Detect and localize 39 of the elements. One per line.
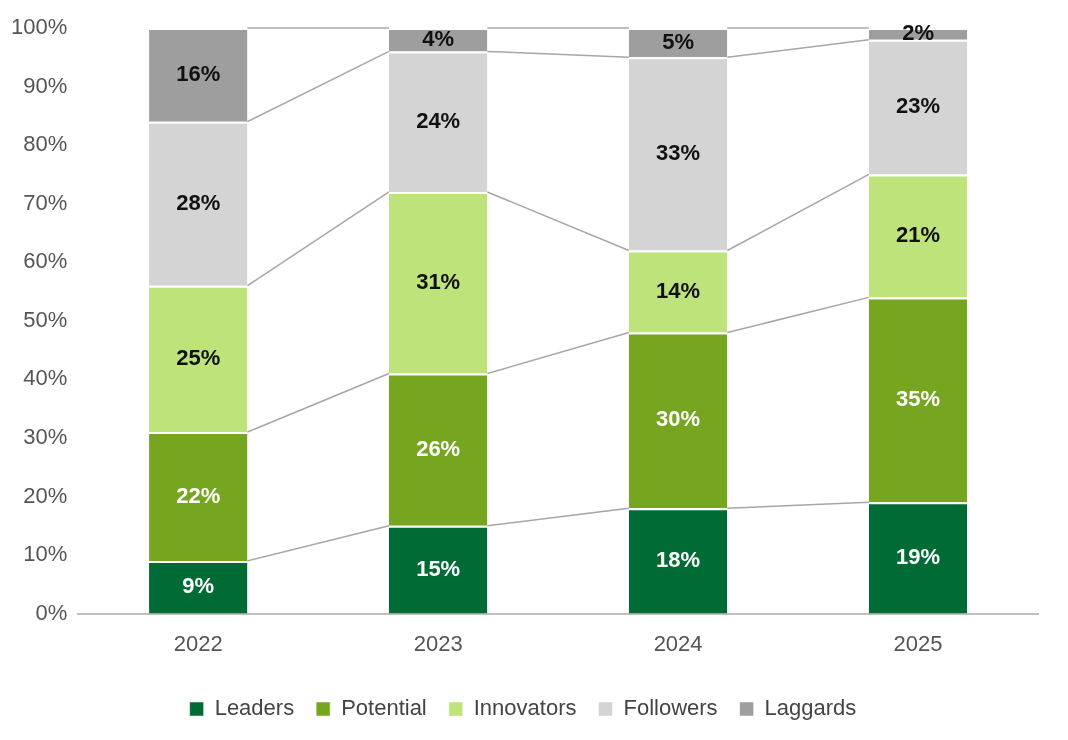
data-label: 14% <box>656 277 701 303</box>
y-tick-label: 20% <box>23 482 68 508</box>
data-label: 30% <box>656 406 701 432</box>
data-label: 21% <box>896 221 941 247</box>
legend-label: Laggards <box>764 695 857 721</box>
data-label: 26% <box>416 435 461 461</box>
y-tick-label: 0% <box>35 599 68 625</box>
data-label: 23% <box>896 93 941 119</box>
data-label: 15% <box>416 555 461 581</box>
x-tick-label: 2025 <box>893 630 943 656</box>
y-tick-label: 10% <box>23 541 68 567</box>
data-label: 24% <box>416 107 461 133</box>
x-tick-label: 2023 <box>413 630 463 656</box>
data-label: 19% <box>896 544 941 570</box>
data-label: 22% <box>176 482 221 508</box>
data-label: 18% <box>656 546 701 572</box>
data-label: 9% <box>182 573 215 599</box>
legend-label: Followers <box>623 695 718 721</box>
y-tick-label: 70% <box>23 189 68 215</box>
y-tick-label: 50% <box>23 306 68 332</box>
y-tick-label: 80% <box>23 131 68 157</box>
data-label: 31% <box>416 268 461 294</box>
y-tick-label: 60% <box>23 248 68 274</box>
data-label: 25% <box>176 344 221 370</box>
y-tick-label: 30% <box>23 423 68 449</box>
data-label: 5% <box>662 28 694 54</box>
legend-label: Innovators <box>473 695 577 721</box>
legend-label: Potential <box>341 695 427 721</box>
data-label: 33% <box>656 139 701 165</box>
data-label: 4% <box>422 25 455 51</box>
y-tick-label: 100% <box>10 14 68 40</box>
data-label: 35% <box>896 385 941 411</box>
data-label: 28% <box>176 189 221 215</box>
y-tick-label: 40% <box>23 365 68 391</box>
legend-label: Leaders <box>214 695 295 721</box>
x-tick-label: 2022 <box>173 630 223 656</box>
data-label: 16% <box>176 60 221 86</box>
y-tick-label: 90% <box>23 72 68 98</box>
x-tick-label: 2024 <box>653 630 703 656</box>
